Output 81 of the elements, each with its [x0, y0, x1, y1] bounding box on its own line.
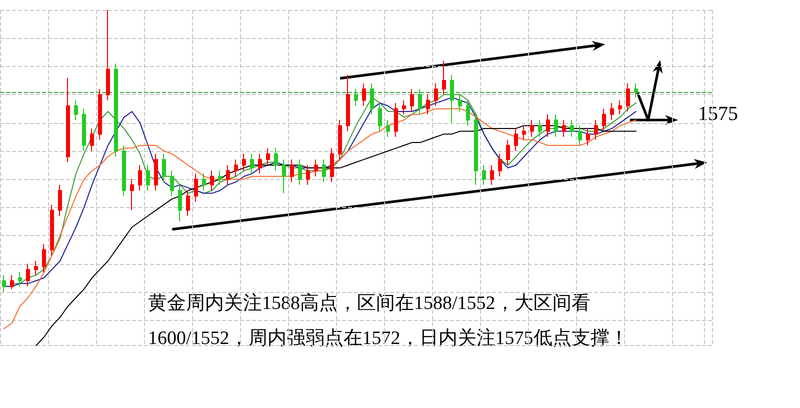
candlestick	[386, 119, 390, 138]
candlestick	[546, 114, 550, 138]
candlestick	[298, 158, 302, 186]
candlestick	[490, 164, 494, 186]
candlestick	[570, 119, 574, 138]
candlestick	[538, 119, 542, 138]
candlestick	[66, 77, 70, 163]
candlestick	[562, 119, 566, 138]
candlestick	[314, 158, 318, 177]
candlestick	[362, 82, 366, 106]
candlestick	[466, 100, 470, 126]
candlestick	[498, 153, 502, 177]
candlestick	[410, 88, 414, 112]
candlestick	[594, 119, 598, 140]
candlestick	[194, 173, 198, 202]
candlestick	[178, 184, 182, 222]
candlestick	[290, 158, 294, 183]
candlestick	[266, 148, 270, 166]
candlestick	[530, 119, 534, 138]
candlestick	[514, 128, 518, 152]
candlestick	[74, 100, 78, 120]
candlestick	[42, 244, 46, 273]
candlestick	[154, 153, 158, 191]
candlestick	[146, 164, 150, 191]
candlestick	[114, 63, 118, 158]
candlestick	[138, 164, 142, 191]
candlestick	[170, 170, 174, 197]
candlestick	[306, 164, 310, 186]
candlestick	[394, 102, 398, 138]
candlestick	[482, 164, 486, 186]
candlestick	[26, 263, 30, 287]
candlestick	[370, 82, 374, 115]
candlestick	[242, 153, 246, 172]
candlestick	[474, 114, 478, 186]
candlestick	[210, 170, 214, 191]
candlestick	[218, 170, 222, 186]
candlestick	[82, 108, 86, 152]
candlestick	[586, 128, 590, 146]
candlestick	[610, 102, 614, 120]
candlestick	[458, 94, 462, 112]
candlestick	[602, 108, 606, 132]
candlestick	[282, 158, 286, 194]
candlestick	[162, 153, 166, 183]
candlestick	[450, 74, 454, 124]
candlestick	[442, 60, 446, 96]
candlestick	[250, 153, 254, 174]
candlestick	[234, 158, 238, 177]
candlestick	[226, 164, 230, 186]
candlestick	[106, 10, 110, 101]
candlestick	[426, 94, 430, 115]
candlestick	[522, 125, 526, 140]
candlestick	[202, 173, 206, 191]
candlestick	[90, 128, 94, 152]
candlestick	[402, 100, 406, 115]
candlestick	[554, 114, 558, 138]
candlestick	[618, 100, 622, 115]
candlestick	[338, 119, 342, 160]
candlestick	[10, 274, 14, 290]
candlestick	[130, 178, 134, 211]
candlestick	[378, 102, 382, 132]
candlestick	[330, 148, 334, 183]
candlestick	[626, 82, 630, 112]
candlestick	[346, 74, 350, 132]
candlestick	[634, 82, 638, 98]
candlestick	[258, 153, 262, 174]
candlestick	[98, 88, 102, 140]
candlestick	[322, 158, 326, 183]
candlestick	[58, 184, 62, 216]
candlestick	[506, 139, 510, 166]
candlestick	[2, 274, 6, 292]
candlestick	[578, 125, 582, 146]
candlestick	[354, 88, 358, 106]
candlestick	[434, 82, 438, 106]
candlestick	[122, 144, 126, 197]
candlestick	[50, 204, 54, 256]
candlestick	[418, 88, 422, 115]
candlestick	[18, 272, 22, 287]
annotation: 1575	[698, 103, 738, 126]
candlestick	[274, 148, 278, 172]
candlestick	[186, 190, 190, 216]
candlestick	[34, 260, 38, 276]
